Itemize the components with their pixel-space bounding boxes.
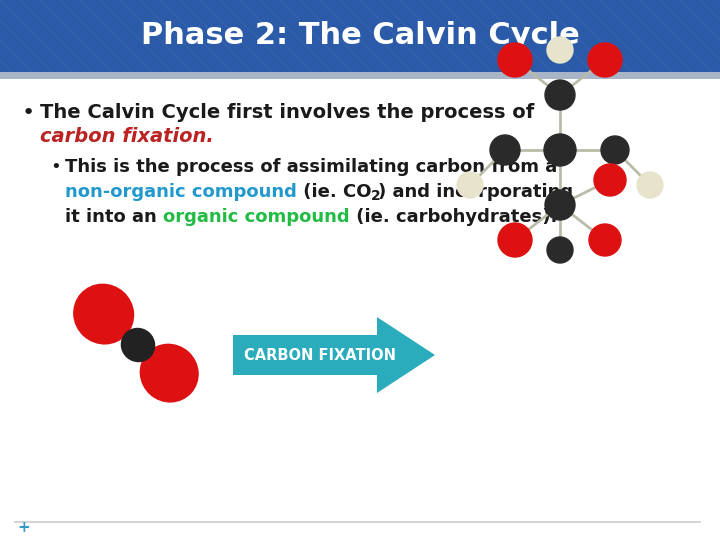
Circle shape <box>637 172 663 198</box>
Text: carbon fixation.: carbon fixation. <box>40 127 214 146</box>
Text: •: • <box>50 158 60 176</box>
Text: Phase 2: The Calvin Cycle: Phase 2: The Calvin Cycle <box>140 22 580 51</box>
Circle shape <box>544 134 576 166</box>
Circle shape <box>498 43 532 77</box>
Ellipse shape <box>140 343 199 402</box>
Text: This is the process of assimilating carbon from a: This is the process of assimilating carb… <box>65 158 557 176</box>
Circle shape <box>588 43 622 77</box>
Circle shape <box>490 135 520 165</box>
Circle shape <box>498 223 532 257</box>
Circle shape <box>589 224 621 256</box>
Text: 2: 2 <box>372 189 381 203</box>
Circle shape <box>547 37 573 63</box>
Text: +: + <box>17 521 30 536</box>
Text: •: • <box>22 103 35 123</box>
Circle shape <box>545 190 575 220</box>
Ellipse shape <box>121 328 156 362</box>
Circle shape <box>547 237 573 263</box>
FancyBboxPatch shape <box>0 72 720 79</box>
Circle shape <box>545 80 575 110</box>
Text: it into an: it into an <box>65 208 163 226</box>
Text: ) and incorporating: ) and incorporating <box>379 183 574 201</box>
Circle shape <box>594 164 626 196</box>
Text: non-organic compound: non-organic compound <box>65 183 297 201</box>
Text: (ie. CO: (ie. CO <box>297 183 372 201</box>
Text: The Calvin Cycle first involves the process of: The Calvin Cycle first involves the proc… <box>40 104 534 123</box>
Circle shape <box>457 172 483 198</box>
Circle shape <box>601 136 629 164</box>
Text: (ie. carbohydrates).: (ie. carbohydrates). <box>350 208 557 226</box>
FancyBboxPatch shape <box>0 79 720 540</box>
Text: organic compound: organic compound <box>163 208 350 226</box>
Polygon shape <box>233 317 435 393</box>
Ellipse shape <box>73 284 134 345</box>
FancyBboxPatch shape <box>0 0 720 72</box>
Text: CARBON FIXATION: CARBON FIXATION <box>243 348 395 362</box>
